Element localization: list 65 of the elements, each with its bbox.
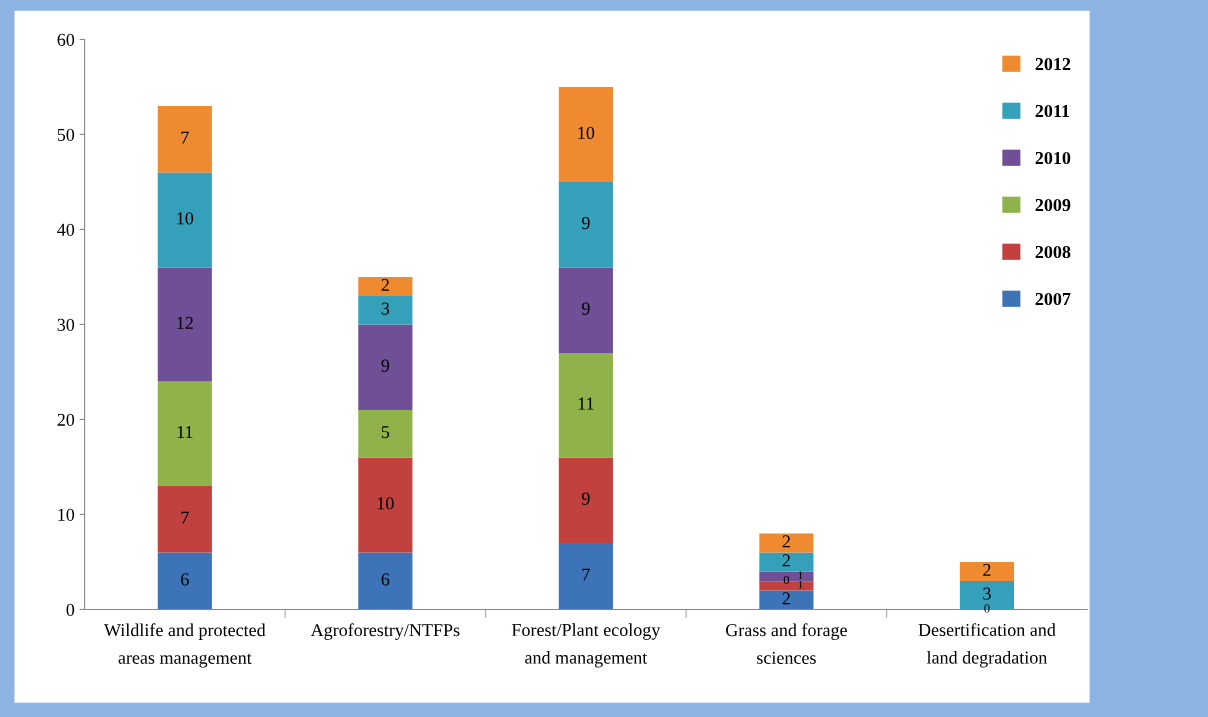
bar	[358, 324, 413, 410]
bar	[157, 552, 212, 610]
bar	[358, 409, 413, 458]
data-label: 11	[578, 397, 594, 410]
data-label: 12	[177, 316, 193, 329]
data-label: 2	[782, 592, 790, 605]
bar	[157, 485, 212, 553]
bar	[358, 552, 413, 610]
legend-label: 2009	[1035, 198, 1071, 212]
data-label: 10	[578, 126, 595, 139]
y-tick-label: 50	[57, 128, 75, 141]
bar	[358, 276, 413, 296]
x-tick-label: Wildlife and protected areas management	[103, 623, 266, 668]
data-label: 7	[582, 568, 590, 581]
y-tick-label: 30	[57, 318, 75, 331]
y-tick-label: 0	[66, 603, 75, 616]
legend-label: 2007	[1035, 292, 1071, 306]
legend-label: 2011	[1035, 104, 1070, 118]
bar	[759, 533, 814, 553]
data-label: 1	[798, 571, 803, 579]
data-label: 2	[782, 554, 790, 567]
data-label: 6	[381, 573, 390, 586]
bar	[558, 181, 613, 268]
data-label: 10	[177, 212, 194, 225]
data-label: 9	[581, 492, 590, 505]
data-label: 6	[181, 573, 189, 586]
data-label: 11	[177, 426, 193, 439]
bar	[358, 457, 413, 553]
legend-label: 2012	[1035, 57, 1071, 71]
data-label: 3	[983, 587, 991, 600]
y-tick-label: 60	[57, 33, 75, 46]
data-label: 2	[381, 278, 389, 291]
y-tick-label: 40	[57, 223, 75, 236]
y-tick-label: 10	[58, 508, 75, 521]
data-label: 2	[983, 563, 991, 576]
bar	[157, 172, 212, 268]
x-tick-label: Grass and forage sciences	[725, 623, 847, 664]
data-label: 5	[381, 426, 390, 439]
x-tick-label: Desertification and land degradation	[918, 623, 1056, 668]
bar	[959, 561, 1015, 581]
data-label: 2	[782, 535, 790, 548]
bar	[157, 105, 212, 173]
x-tick-label: Forest/Plant ecology and management	[511, 623, 661, 668]
data-label: 3	[381, 302, 390, 315]
data-label: 9	[581, 302, 590, 315]
bar	[358, 295, 413, 325]
data-label: 7	[181, 511, 189, 524]
data-label: 10	[377, 497, 394, 510]
x-tick-label: Agroforestry/NTFPs	[310, 623, 460, 640]
bar	[558, 457, 613, 543]
bar	[558, 542, 613, 610]
bar	[157, 267, 212, 382]
bar	[759, 552, 814, 572]
bar	[558, 86, 613, 182]
data-label: 9	[381, 359, 390, 372]
bar	[558, 267, 613, 353]
bar	[157, 381, 212, 486]
legend-label: 2008	[1035, 245, 1071, 259]
bar	[558, 352, 613, 458]
data-label: 1	[798, 581, 803, 589]
bar	[759, 590, 814, 610]
legend-label: 2010	[1035, 151, 1071, 165]
data-label: 7	[181, 131, 189, 144]
y-tick-label: 20	[57, 413, 75, 426]
data-label: 9	[581, 217, 590, 230]
